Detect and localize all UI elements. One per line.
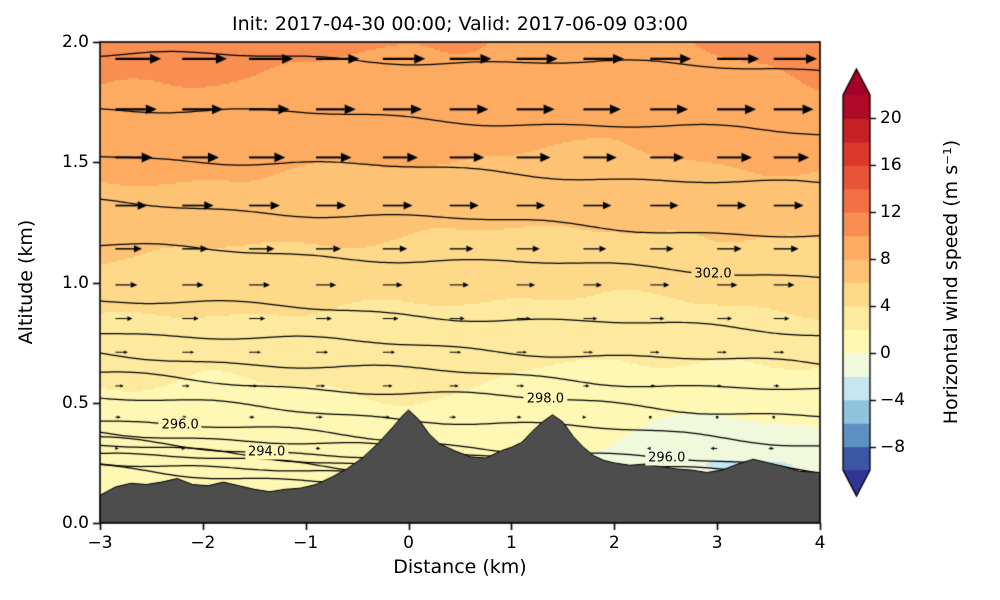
x-tick-label: 0: [403, 533, 414, 553]
colorbar-tick-label: 8: [880, 249, 891, 270]
x-tick-label: 2: [608, 533, 620, 553]
y-tick-label: 1.5: [61, 152, 89, 173]
y-tick-label: 2.0: [61, 32, 89, 52]
colorbar-tick-label: −4: [880, 389, 906, 410]
colorbar-label: Horizontal wind speed (m s⁻¹): [940, 139, 962, 425]
x-axis-label: Distance (km): [393, 556, 527, 578]
contour-label: 302.0: [691, 266, 735, 282]
y-tick-label: 0.0: [61, 513, 89, 533]
colorbar-tick-label: 12: [880, 202, 902, 223]
colorbar-tick-label: −8: [880, 436, 906, 457]
x-tick-label: −2: [190, 533, 216, 553]
x-tick-label: 4: [814, 533, 826, 553]
contour-label: 296.0: [158, 417, 202, 433]
colorbar-tick-label: 4: [880, 295, 891, 316]
y-tick-label: 0.5: [61, 392, 89, 413]
x-tick-label: 3: [711, 533, 723, 553]
y-axis-label: Altitude (km): [15, 219, 37, 345]
colorbar-tick-label: 20: [880, 108, 902, 129]
contour-label: 298.0: [523, 391, 567, 407]
x-tick-label: −1: [293, 533, 319, 553]
colorbar-tick-label: 16: [880, 155, 902, 176]
y-tick-label: 1.0: [61, 272, 89, 293]
x-tick-label: 1: [506, 533, 517, 553]
contour-label: 296.0: [645, 450, 689, 466]
plot-title: Init: 2017-04-30 00:00; Valid: 2017-06-0…: [232, 13, 688, 35]
contour-label: 294.0: [245, 444, 289, 460]
colorbar-tick-label: 0: [880, 342, 891, 363]
x-tick-label: −3: [87, 533, 113, 553]
